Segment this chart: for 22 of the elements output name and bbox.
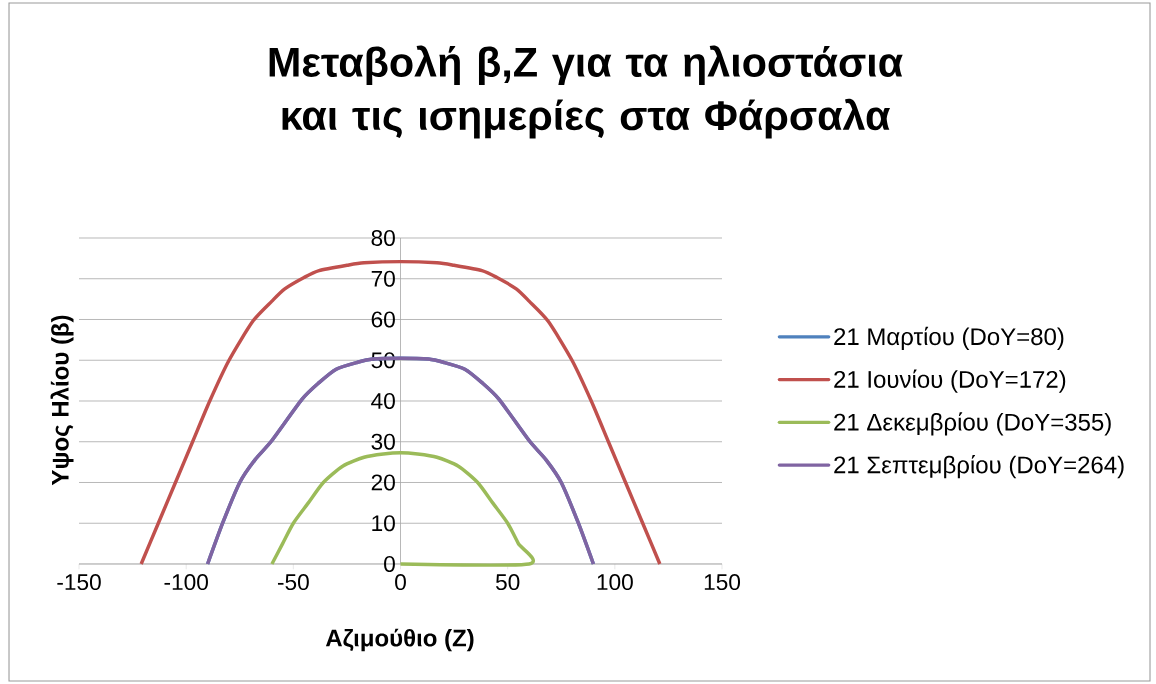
legend-label: 21 Μαρτίου (DoY=80): [834, 326, 1064, 350]
x-tick-label: -150: [57, 574, 101, 591]
x-tick-label: 50: [495, 574, 520, 591]
y-tick-label: 30: [371, 433, 395, 450]
y-tick-label: 40: [371, 392, 395, 410]
legend-label: 21 Σεπτεμβρίου (DoY=264): [834, 455, 1124, 479]
x-tick-label: -50: [277, 574, 309, 591]
x-tick-label: -100: [164, 574, 208, 591]
legend-label: 21 Δεκεμβρίου (DoY=355): [834, 412, 1111, 436]
y-axis-title: Υψος Ηλίου (β): [50, 315, 74, 486]
y-tick-label: 10: [372, 515, 395, 532]
y-tick-label: 80: [371, 229, 395, 247]
y-tick-label: 20: [371, 474, 395, 491]
y-tick-label: 0: [384, 555, 395, 573]
legend-label: 21 Ιουνίου (DoY=172): [834, 369, 1066, 393]
y-tick-label: 70: [371, 270, 395, 287]
x-axis-title: Αζιμούθιο (Ζ): [325, 628, 474, 652]
x-tick-label: 100: [597, 574, 633, 591]
y-tick-label: 60: [371, 311, 395, 328]
x-tick-label: 150: [704, 574, 741, 591]
x-tick-label: 0: [395, 574, 406, 591]
chart-title: Μεταβολή β,Ζ για τα ηλιοστάσια και τις ισημερίες στα Φάρσαλα: [269, 45, 903, 139]
